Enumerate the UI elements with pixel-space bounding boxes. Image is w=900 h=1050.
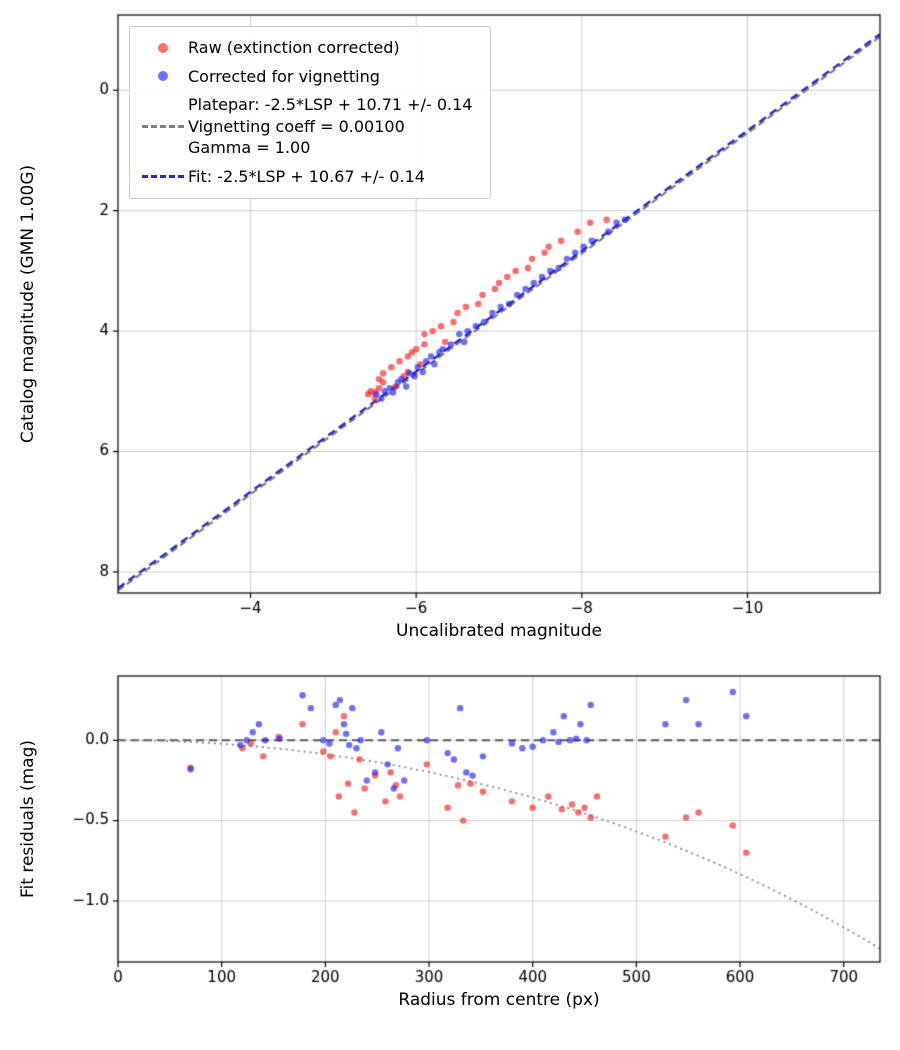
blue-dot-marker-icon — [138, 71, 188, 81]
legend: Raw (extinction corrected) Corrected for… — [129, 26, 492, 199]
bottom-xaxis-label: Radius from centre (px) — [398, 990, 600, 1010]
legend-platepar-line-2: Vignetting coeff = 0.00100 — [188, 116, 405, 136]
bottom-yaxis-label: Fit residuals (mag) — [18, 740, 38, 898]
top-xaxis-label: Uncalibrated magnitude — [396, 621, 602, 641]
gray-dashed-line-marker-icon — [138, 125, 188, 128]
blue-dashed-line-marker-icon — [138, 175, 188, 178]
legend-entry-corrected: Corrected for vignetting — [138, 66, 472, 88]
red-dot-marker-icon — [138, 43, 188, 53]
legend-entry-fit: Fit: -2.5*LSP + 10.67 +/- 0.14 — [138, 166, 472, 188]
legend-label-fit: Fit: -2.5*LSP + 10.67 +/- 0.14 — [188, 166, 425, 186]
legend-label-raw: Raw (extinction corrected) — [188, 38, 400, 57]
top-yaxis-label: Catalog magnitude (GMN 1.00G) — [18, 164, 38, 444]
legend-label-corrected: Corrected for vignetting — [188, 66, 380, 86]
legend-platepar-line-3: Gamma = 1.00 — [188, 138, 311, 158]
legend-entry-platepar: Platepar: -2.5*LSP + 10.71 +/- 0.14 Vign… — [138, 94, 472, 159]
legend-entry-raw: Raw (extinction corrected) — [138, 37, 472, 59]
legend-label-platepar: Platepar: -2.5*LSP + 10.71 +/- 0.14 Vign… — [188, 94, 472, 159]
legend-platepar-line-1: Platepar: -2.5*LSP + 10.71 +/- 0.14 — [188, 95, 473, 115]
